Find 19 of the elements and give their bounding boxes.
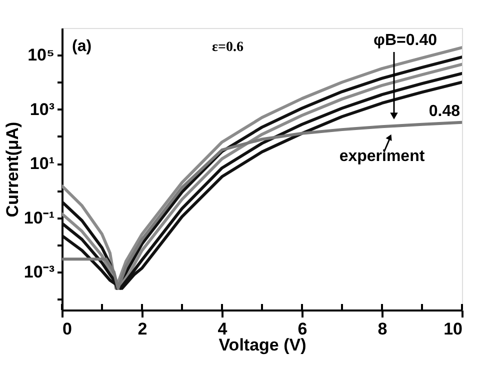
- line-series: [62, 120, 462, 290]
- y-axis-title: Current(μA): [2, 122, 22, 218]
- annotation: ε=0.6: [212, 40, 244, 55]
- y-tick-label: 10⁻³: [24, 262, 55, 282]
- x-axis-title: Voltage (V): [218, 336, 306, 354]
- annotation: 0.48: [428, 103, 460, 120]
- x-tick-label: 0: [62, 320, 72, 338]
- x-tick-label: 4: [218, 320, 228, 338]
- annotation: (a): [72, 38, 92, 55]
- annotation: φB=0.40: [374, 32, 438, 49]
- y-tick-label: 10¹: [30, 154, 55, 174]
- annotation: experiment: [339, 148, 426, 165]
- y-tick-label: 10⁻¹: [24, 208, 55, 228]
- x-tick-label: 2: [138, 320, 148, 338]
- y-tick-label: 10⁵: [28, 46, 54, 65]
- x-tick-label: 10: [444, 320, 462, 338]
- x-tick-label: 8: [378, 320, 388, 338]
- x-tick-label: 6: [298, 320, 308, 338]
- y-tick-label: 10³: [30, 100, 55, 119]
